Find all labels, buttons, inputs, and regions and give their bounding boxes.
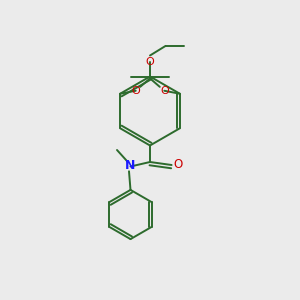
Text: N: N (124, 159, 135, 172)
Text: O: O (131, 86, 140, 96)
Text: O: O (160, 86, 169, 96)
Text: O: O (146, 56, 154, 67)
Text: O: O (174, 158, 183, 172)
